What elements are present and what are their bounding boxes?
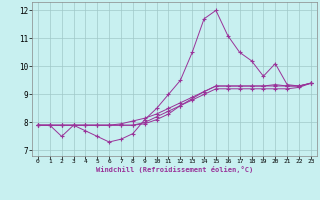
X-axis label: Windchill (Refroidissement éolien,°C): Windchill (Refroidissement éolien,°C) — [96, 166, 253, 173]
